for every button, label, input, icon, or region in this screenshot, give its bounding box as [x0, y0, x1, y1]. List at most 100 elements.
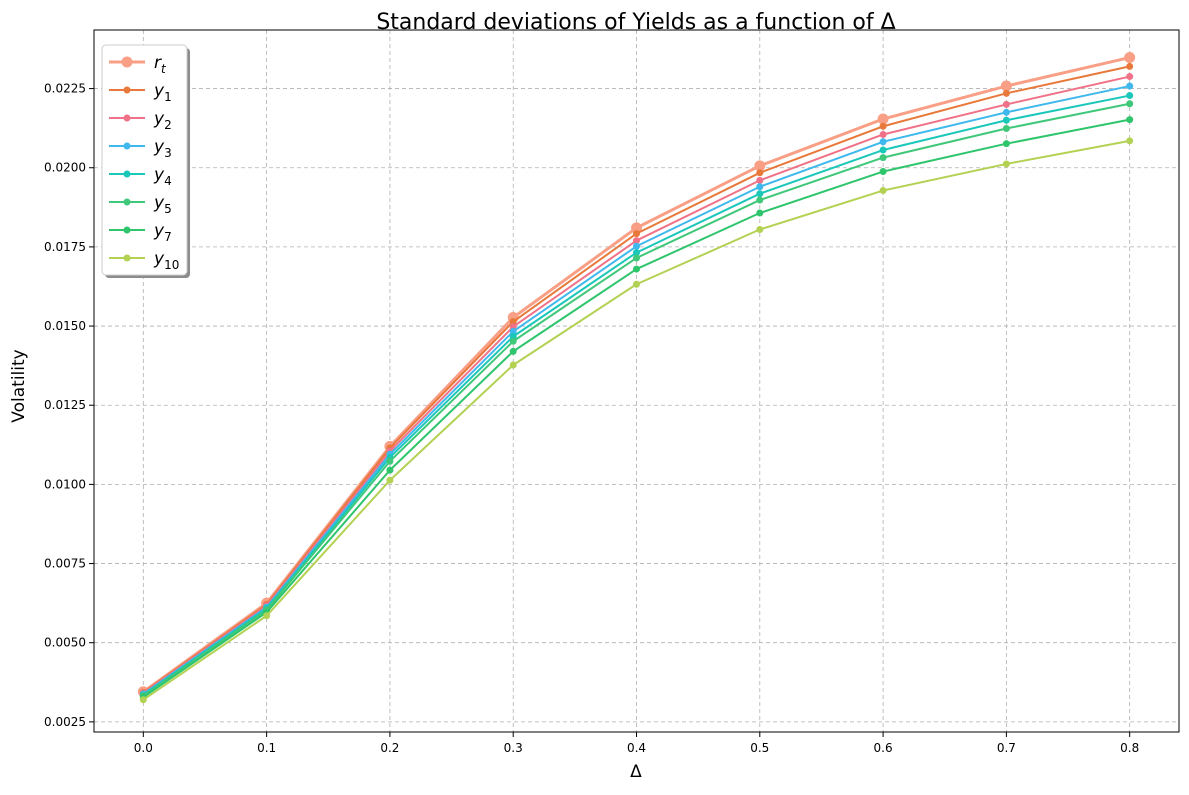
series-y7	[139, 116, 1134, 701]
data-point	[1126, 100, 1134, 108]
legend-marker	[123, 198, 131, 206]
x-tick-label: 0.0	[134, 741, 153, 755]
legend-entry: y3	[109, 137, 172, 160]
data-point	[633, 242, 640, 250]
y-tick-label: 0.0100	[44, 477, 86, 491]
data-point	[879, 122, 887, 130]
data-point	[1126, 116, 1134, 124]
y-axis-label: Volatility	[9, 349, 29, 422]
x-axis-label: Δ	[630, 762, 642, 782]
data-point	[754, 160, 766, 172]
legend-marker	[123, 226, 131, 234]
legend-entry: y5	[109, 193, 172, 216]
x-tick-label: 0.5	[750, 741, 769, 755]
y-tick-label: 0.0225	[44, 82, 86, 96]
data-point	[756, 176, 764, 184]
legend-label: y2	[153, 109, 172, 132]
data-point	[509, 318, 517, 326]
data-point	[633, 265, 640, 273]
axes: 0.0 0.1 0.2 0.3 0.4 0.5 0.6 0.7 0.8 0.0025 0.0050 0…	[44, 82, 1139, 755]
data-point	[509, 361, 517, 369]
legend-entry: y4	[109, 165, 172, 188]
data-point	[879, 138, 887, 146]
data-point	[879, 130, 887, 138]
data-point	[1126, 92, 1134, 100]
data-point	[1002, 89, 1010, 97]
chart-title: Standard deviations of Yields as a funct…	[376, 10, 895, 35]
data-point	[1000, 80, 1012, 92]
legend-entry: y10	[109, 249, 179, 272]
data-point	[756, 190, 764, 198]
y-tick-label: 0.0050	[44, 636, 86, 650]
data-point	[633, 237, 640, 245]
data-point	[1002, 100, 1010, 108]
data-point	[139, 696, 147, 704]
data-point	[1126, 73, 1134, 81]
data-point	[509, 337, 517, 345]
data-point	[1126, 137, 1134, 145]
legend-marker	[123, 114, 131, 122]
data-point	[879, 187, 887, 195]
x-tick-label: 0.2	[380, 741, 399, 755]
legend-marker	[123, 142, 131, 150]
legend-frame	[101, 44, 188, 276]
legend-label: y3	[153, 137, 172, 160]
legend-marker	[121, 56, 133, 68]
series-layer	[137, 52, 1136, 704]
grid	[94, 30, 1179, 732]
legend-entry: y7	[109, 221, 172, 244]
data-point	[386, 476, 394, 484]
data-point	[756, 196, 764, 204]
data-point	[879, 168, 887, 176]
legend-label: rt	[154, 53, 167, 76]
data-point	[509, 327, 517, 335]
legend-entry: y1	[109, 81, 172, 104]
data-point	[1002, 116, 1010, 124]
legend-marker	[123, 170, 131, 178]
data-point	[879, 154, 887, 162]
legend-label: y1	[153, 81, 172, 104]
data-point	[756, 169, 764, 177]
data-point	[386, 466, 394, 474]
data-point	[633, 230, 640, 238]
data-point	[509, 347, 517, 355]
legend-label: y10	[153, 249, 179, 272]
data-point	[1002, 140, 1010, 148]
data-point	[756, 209, 764, 217]
series-y5	[139, 100, 1134, 700]
legend-label: y5	[153, 193, 172, 216]
legend-label: y4	[153, 165, 172, 188]
y-tick-label: 0.0150	[44, 319, 86, 333]
data-point	[1002, 124, 1010, 132]
y-tick-label: 0.0025	[44, 715, 86, 729]
series-y4	[139, 92, 1134, 699]
data-point	[263, 612, 271, 620]
series-y10	[139, 137, 1134, 704]
legend-entry: y2	[109, 109, 172, 132]
data-point	[756, 183, 764, 191]
x-tick-label: 0.4	[627, 741, 646, 755]
legend-marker	[123, 86, 131, 94]
data-point	[1002, 160, 1010, 168]
legend-entry: rt	[109, 53, 167, 76]
data-point	[879, 146, 887, 154]
data-point	[631, 222, 642, 234]
x-tick-label: 0.3	[504, 741, 523, 755]
data-point	[756, 225, 764, 233]
x-tick-label: 0.7	[997, 741, 1016, 755]
y-tick-label: 0.0075	[44, 557, 86, 571]
x-tick-label: 0.1	[257, 741, 276, 755]
y-tick-label: 0.0125	[44, 398, 86, 412]
data-point	[1124, 52, 1136, 64]
x-tick-label: 0.8	[1120, 741, 1139, 755]
data-point	[877, 113, 889, 125]
legend-marker	[123, 254, 131, 262]
y-tick-label: 0.0200	[44, 161, 86, 175]
data-point	[1002, 108, 1010, 116]
data-point	[1126, 82, 1134, 90]
data-point	[633, 249, 640, 257]
data-point	[386, 457, 394, 465]
y-tick-label: 0.0175	[44, 240, 86, 254]
